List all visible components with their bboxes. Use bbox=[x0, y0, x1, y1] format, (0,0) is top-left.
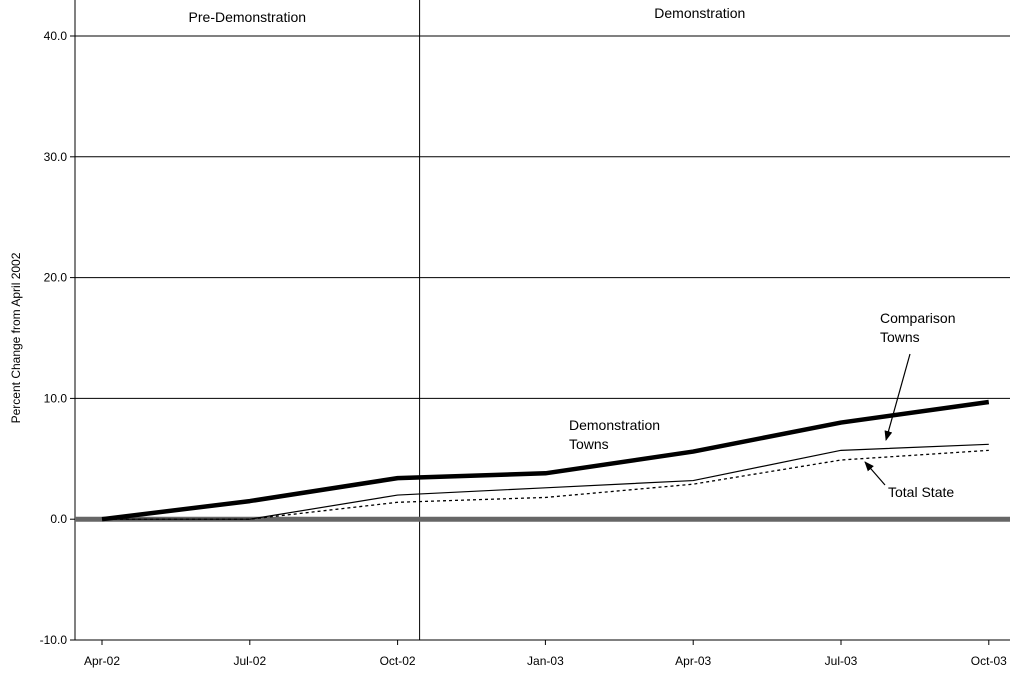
annotation-arrow-state bbox=[864, 461, 886, 486]
annotation-demo: Demonstration Towns bbox=[569, 417, 660, 452]
y-tick-label: -10.0 bbox=[40, 633, 68, 647]
x-tick-label: Apr-02 bbox=[84, 654, 120, 668]
period-label: Demonstration bbox=[654, 5, 745, 21]
y-tick-label: 30.0 bbox=[44, 150, 68, 164]
annotation-comp: Comparison Towns bbox=[880, 310, 955, 345]
y-tick-label: 10.0 bbox=[44, 391, 68, 405]
annotation-line: Towns bbox=[569, 436, 609, 452]
x-tick-label: Jan-03 bbox=[527, 654, 564, 668]
series-line-comp bbox=[102, 443, 989, 520]
annotation-arrow-comp bbox=[884, 353, 911, 441]
y-tick-label: 20.0 bbox=[44, 271, 68, 285]
x-tick-label: Jul-02 bbox=[233, 654, 266, 668]
annotation-state: Total State bbox=[888, 484, 954, 500]
x-tick-label: Oct-02 bbox=[380, 654, 416, 668]
x-tick-label: Jul-03 bbox=[825, 654, 858, 668]
series-line-demo bbox=[101, 399, 990, 522]
period-label: Pre-Demonstration bbox=[189, 9, 307, 25]
annotation-line: Towns bbox=[880, 329, 920, 345]
y-tick-label: 0.0 bbox=[50, 512, 67, 526]
annotation-line: Demonstration bbox=[569, 417, 660, 433]
x-tick-label: Apr-03 bbox=[675, 654, 711, 668]
y-tick-label: 40.0 bbox=[44, 29, 68, 43]
annotation-line: Total State bbox=[888, 484, 954, 500]
annotation-line: Comparison bbox=[880, 310, 955, 326]
y-axis-label: Percent Change from April 2002 bbox=[9, 252, 23, 423]
series-line-state bbox=[102, 449, 989, 520]
x-tick-label: Oct-03 bbox=[971, 654, 1007, 668]
